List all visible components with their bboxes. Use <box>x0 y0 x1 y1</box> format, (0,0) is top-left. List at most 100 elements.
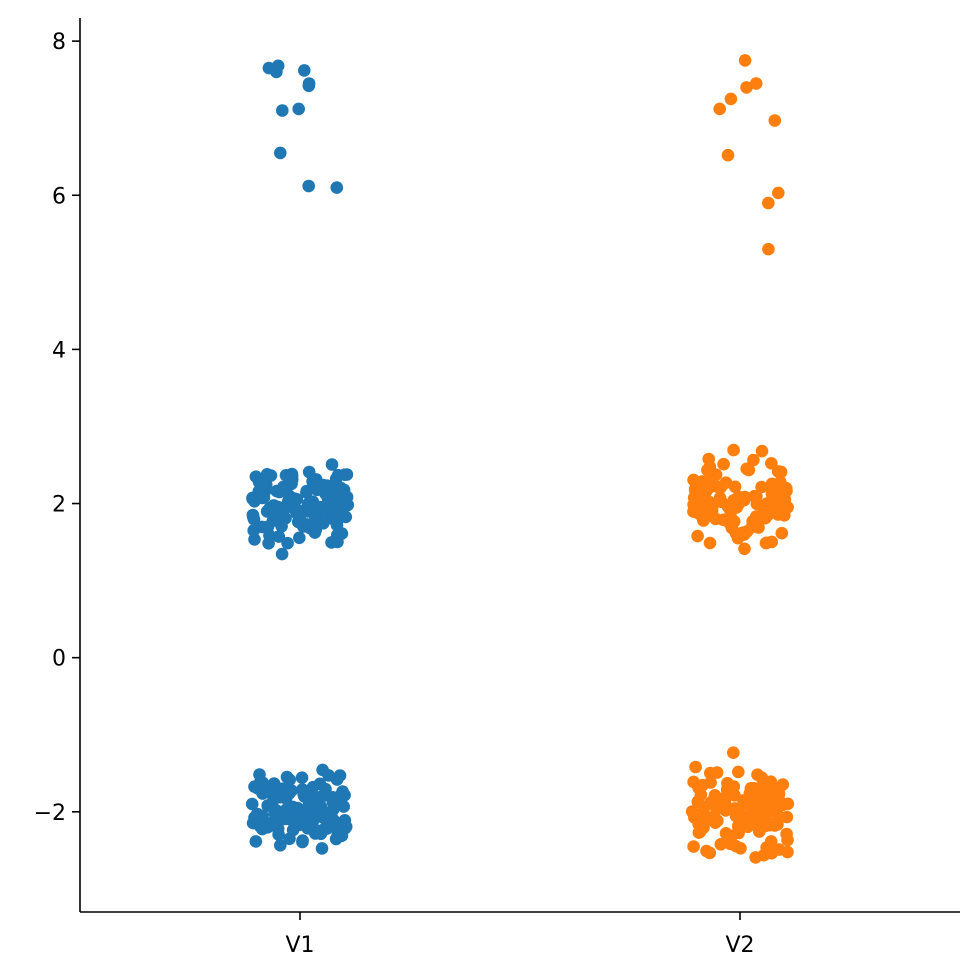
data-point-v1 <box>274 839 287 852</box>
data-point-v1 <box>248 811 261 824</box>
data-point-v2 <box>712 480 726 494</box>
data-point-v1 <box>270 781 284 794</box>
data-point-v2 <box>737 794 750 807</box>
data-point-v2 <box>732 826 745 840</box>
y-tick-label: 8 <box>52 30 66 55</box>
data-point-v2 <box>713 491 727 505</box>
data-point-v1 <box>307 813 320 827</box>
y-axis-ticks: −2 0 2 4 6 8 <box>34 30 80 826</box>
data-point-v1 <box>274 146 287 160</box>
data-point-v2 <box>727 746 740 759</box>
data-point-v2 <box>781 833 794 847</box>
data-point-v2 <box>711 800 724 814</box>
data-point-v2 <box>701 463 714 477</box>
data-point-v2 <box>710 766 724 779</box>
data-point-v2 <box>763 788 777 801</box>
data-point-v1 <box>253 768 266 781</box>
data-point-v1 <box>275 520 288 533</box>
data-point-v2 <box>754 781 768 794</box>
data-point-v1 <box>293 811 307 824</box>
data-point-v1 <box>298 64 311 77</box>
data-point-v1 <box>309 511 322 524</box>
data-point-v1 <box>245 797 259 811</box>
data-point-v2 <box>755 480 768 494</box>
data-point-v2 <box>696 475 709 488</box>
data-point-v2 <box>771 465 785 478</box>
data-point-v2 <box>776 487 790 501</box>
data-point-v2 <box>738 542 751 556</box>
data-point-v2 <box>721 776 734 790</box>
data-point-v1 <box>325 458 339 471</box>
data-point-v1 <box>300 484 314 498</box>
x-tick-label: V2 <box>725 933 754 958</box>
data-point-v1 <box>277 503 290 517</box>
data-point-v2 <box>778 509 791 522</box>
data-point-v2 <box>749 77 763 90</box>
data-point-v2 <box>781 845 794 859</box>
data-point-v1 <box>296 835 309 849</box>
data-point-v2 <box>691 529 704 543</box>
data-point-v1 <box>318 810 332 824</box>
data-point-v2 <box>728 802 742 815</box>
data-point-v1 <box>302 77 316 90</box>
data-point-v2 <box>745 805 759 818</box>
data-point-v2 <box>762 242 775 256</box>
data-point-v1 <box>330 181 344 194</box>
data-point-v1 <box>293 531 306 545</box>
data-point-v2 <box>757 501 770 514</box>
data-point-v1 <box>290 493 304 506</box>
data-point-v1 <box>246 510 260 523</box>
data-point-v1 <box>272 530 286 543</box>
data-point-v1 <box>276 104 289 117</box>
data-point-v2 <box>753 814 767 827</box>
x-axis-ticks: V1 V2 <box>285 912 755 958</box>
data-point-v2 <box>717 457 730 471</box>
data-point-v1 <box>326 803 340 817</box>
data-point-v1 <box>293 504 307 518</box>
data-point-v1 <box>302 179 316 193</box>
data-point-v1 <box>321 479 334 493</box>
data-point-v1 <box>275 547 289 561</box>
data-point-v1 <box>272 809 285 823</box>
data-point-v2 <box>738 54 752 67</box>
data-point-v1 <box>331 829 344 843</box>
y-tick-label: 6 <box>52 184 66 209</box>
data-point-v2 <box>713 102 726 116</box>
data-points <box>245 54 795 864</box>
data-point-v1 <box>306 500 319 513</box>
data-point-v1 <box>311 800 324 813</box>
data-point-v2 <box>760 536 773 550</box>
data-point-v1 <box>285 784 298 797</box>
data-point-v2 <box>740 81 753 94</box>
data-point-v2 <box>732 765 745 779</box>
data-point-v1 <box>262 537 275 550</box>
data-point-v1 <box>295 771 309 784</box>
data-point-v1 <box>331 818 344 831</box>
data-point-v1 <box>272 828 285 841</box>
data-point-v2 <box>751 768 764 781</box>
data-point-v2 <box>741 820 755 834</box>
data-point-v2 <box>694 507 708 520</box>
data-point-v1 <box>310 483 324 497</box>
data-point-v2 <box>742 463 756 477</box>
data-point-v2 <box>737 493 751 507</box>
data-point-v1 <box>315 842 329 855</box>
data-point-v2 <box>727 443 740 457</box>
y-tick-label: 4 <box>52 338 66 363</box>
data-point-v2 <box>689 760 702 774</box>
data-point-v2 <box>725 836 738 850</box>
data-point-v2 <box>693 494 707 507</box>
data-point-v2 <box>760 847 773 860</box>
data-point-v2 <box>694 788 708 802</box>
data-point-v2 <box>768 114 782 127</box>
data-point-v1 <box>248 533 261 546</box>
data-point-v2 <box>764 775 778 788</box>
data-point-v1 <box>309 473 323 486</box>
data-point-v1 <box>261 821 275 834</box>
data-point-v1 <box>292 102 306 116</box>
data-point-v2 <box>725 514 739 527</box>
data-point-v1 <box>291 515 305 529</box>
data-point-v2 <box>772 787 786 800</box>
data-point-v1 <box>298 784 311 798</box>
